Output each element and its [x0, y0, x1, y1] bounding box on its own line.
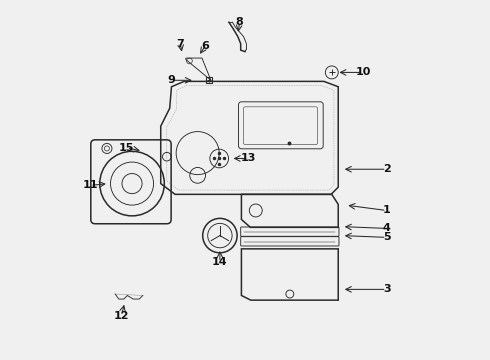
Text: 11: 11 [82, 180, 98, 190]
Text: 7: 7 [176, 39, 184, 49]
Text: 9: 9 [168, 75, 175, 85]
Text: 2: 2 [383, 164, 391, 174]
Text: 10: 10 [356, 67, 371, 77]
Text: 6: 6 [201, 41, 210, 50]
Text: 5: 5 [383, 232, 391, 242]
Text: 8: 8 [236, 17, 244, 27]
Text: 1: 1 [383, 206, 391, 216]
Text: 14: 14 [212, 257, 228, 267]
Text: 3: 3 [383, 284, 391, 294]
Text: 15: 15 [119, 143, 134, 153]
Text: 12: 12 [114, 311, 129, 321]
Text: 4: 4 [383, 224, 391, 233]
Text: 13: 13 [241, 153, 256, 163]
